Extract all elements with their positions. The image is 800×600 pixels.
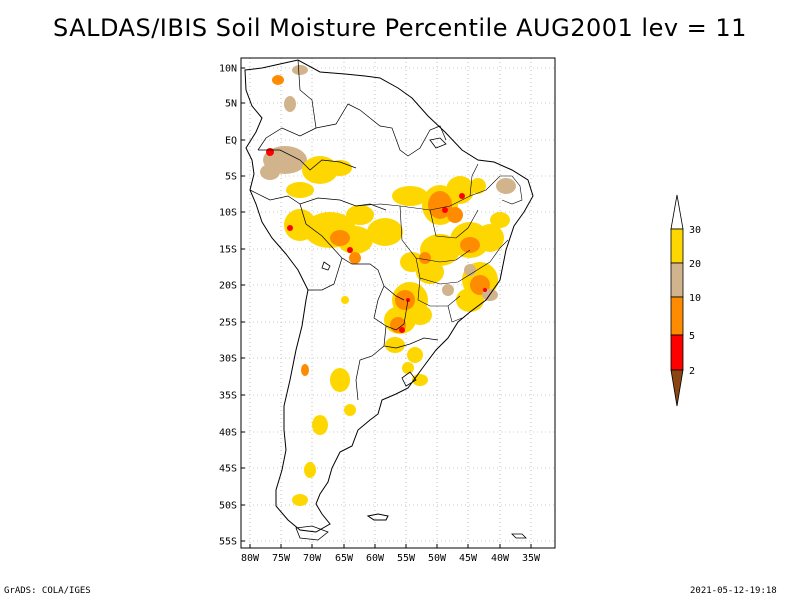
lat-tick-label: 40S bbox=[219, 428, 237, 439]
lake-titicaca bbox=[321, 261, 331, 271]
lat-tick-label: 10N bbox=[219, 64, 237, 75]
lat-tick-label: 45S bbox=[219, 464, 237, 475]
soil-moisture-patch bbox=[292, 494, 308, 506]
soil-moisture-patch bbox=[328, 160, 352, 176]
lon-tick-label: 35W bbox=[522, 553, 541, 564]
lon-tick-label: 65W bbox=[335, 553, 354, 564]
soil-moisture-patch bbox=[304, 462, 316, 478]
lon-tick-label: 45W bbox=[459, 553, 478, 564]
soil-moisture-patch bbox=[341, 296, 349, 304]
lat-tick-label: 20S bbox=[219, 281, 237, 292]
lagoa-dos-patos bbox=[401, 371, 417, 387]
soil-moisture-patch bbox=[490, 212, 510, 228]
soil-moisture-patch bbox=[402, 362, 414, 374]
footer-timestamp: 2021-05-12-19:18 bbox=[690, 586, 777, 596]
lat-tick-label: 25S bbox=[219, 318, 237, 329]
soil-moisture-patch bbox=[496, 178, 516, 194]
soil-moisture-patch bbox=[330, 368, 350, 392]
soil-moisture-patch bbox=[347, 247, 353, 253]
soil-moisture-patch bbox=[367, 218, 403, 246]
marajo-island bbox=[429, 137, 447, 149]
colorbar-label-2: 2 bbox=[689, 366, 695, 377]
soil-moisture-patch bbox=[464, 264, 476, 276]
soil-moisture-patch bbox=[407, 347, 423, 363]
tierra-del-fuego bbox=[295, 525, 329, 541]
colorbar-above-30 bbox=[670, 194, 684, 230]
map-title: SALDAS/IBIS Soil Moisture Percentile AUG… bbox=[53, 14, 747, 42]
gridlines bbox=[241, 58, 555, 548]
colorbar-label-30: 30 bbox=[689, 225, 701, 236]
footer-credit: GrADS: COLA/IGES bbox=[4, 586, 91, 596]
soil-moisture-patch bbox=[312, 415, 328, 435]
soil-moisture-patch bbox=[399, 327, 405, 333]
soil-moisture-fill bbox=[260, 65, 516, 506]
lat-tick-label: 10S bbox=[219, 208, 237, 219]
soil-moisture-patch bbox=[292, 65, 308, 75]
soil-moisture-patch bbox=[301, 364, 309, 376]
soil-moisture-patch bbox=[392, 186, 428, 206]
soil-moisture-patch bbox=[408, 305, 432, 325]
lat-tick-label: 35S bbox=[219, 391, 237, 402]
colorbar-label-20: 20 bbox=[689, 259, 701, 270]
colorbar-5-10 bbox=[670, 296, 684, 336]
lat-tick-label: EQ bbox=[225, 136, 237, 147]
lon-tick-label: 70W bbox=[303, 553, 322, 564]
colorbar: 30 20 10 5 2 bbox=[670, 194, 701, 407]
south-america-coastline bbox=[244, 59, 534, 533]
colorbar-label-10: 10 bbox=[689, 293, 701, 304]
colorbar-label-5: 5 bbox=[689, 331, 695, 342]
lat-tick-label: 5S bbox=[225, 172, 237, 183]
soil-moisture-patch bbox=[470, 178, 486, 194]
soil-moisture-patch bbox=[446, 176, 474, 204]
soil-moisture-patch bbox=[272, 75, 284, 85]
soil-moisture-patch bbox=[346, 205, 374, 225]
colorbar-10-20 bbox=[670, 262, 684, 298]
lon-tick-label: 55W bbox=[397, 553, 416, 564]
soil-moisture-patch bbox=[460, 237, 480, 253]
land-outlines bbox=[244, 59, 534, 541]
soil-moisture-patch bbox=[266, 148, 274, 156]
lon-tick-label: 40W bbox=[491, 553, 510, 564]
soil-moisture-patch bbox=[416, 260, 444, 284]
soil-moisture-patch bbox=[442, 284, 454, 296]
state-borders bbox=[355, 163, 523, 323]
soil-moisture-patch bbox=[286, 182, 314, 198]
lat-tick-label: 5N bbox=[225, 99, 237, 110]
soil-moisture-patch bbox=[260, 164, 280, 180]
soil-moisture-patch bbox=[419, 252, 431, 264]
soil-moisture-patch bbox=[459, 193, 465, 199]
soil-moisture-patch bbox=[385, 337, 405, 353]
lat-tick-label: 30S bbox=[219, 354, 237, 365]
soil-moisture-patch bbox=[287, 225, 293, 231]
soil-moisture-patch bbox=[330, 230, 350, 246]
soil-moisture-patch bbox=[302, 156, 338, 184]
soil-moisture-patch bbox=[476, 224, 504, 252]
country-borders bbox=[249, 59, 447, 401]
soil-moisture-patch bbox=[349, 252, 361, 264]
soil-moisture-patch bbox=[284, 96, 296, 112]
soil-moisture-patch bbox=[483, 288, 487, 292]
soil-moisture-patch bbox=[442, 207, 448, 213]
lat-tick-label: 15S bbox=[219, 245, 237, 256]
lat-tick-label: 55S bbox=[219, 537, 237, 548]
colorbar-2-5 bbox=[670, 334, 684, 371]
lon-tick-label: 75W bbox=[272, 553, 291, 564]
soil-moisture-patch bbox=[447, 207, 463, 223]
soil-moisture-patch bbox=[395, 290, 415, 310]
lat-tick-label: 50S bbox=[219, 501, 237, 512]
lon-tick-label: 60W bbox=[366, 553, 385, 564]
soil-moisture-patch bbox=[284, 209, 316, 241]
south-georgia bbox=[511, 533, 527, 539]
soil-moisture-patch bbox=[344, 404, 356, 416]
falklands-island bbox=[366, 513, 389, 521]
colorbar-20-30 bbox=[670, 228, 684, 264]
map-frame bbox=[240, 57, 556, 549]
lon-tick-label: 50W bbox=[428, 553, 447, 564]
colorbar-below-2 bbox=[670, 369, 684, 407]
axis-labels: 10N 5N EQ 5S 10S 15S 20S 25S 30S 35S 40S 45S 50S 55S 8… bbox=[219, 64, 541, 565]
lon-tick-label: 80W bbox=[241, 553, 260, 564]
